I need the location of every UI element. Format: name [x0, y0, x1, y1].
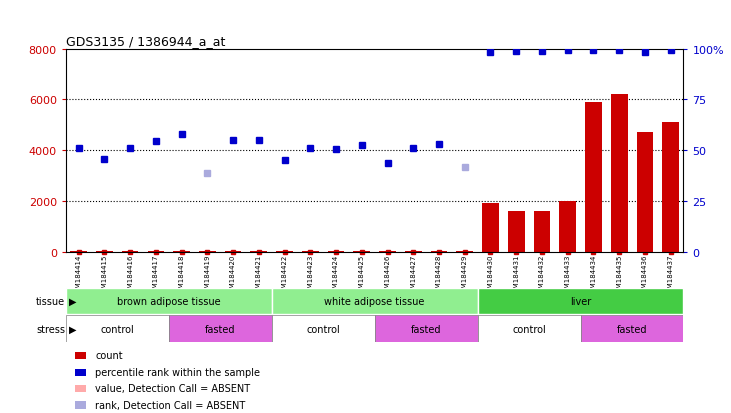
Text: fasted: fasted	[205, 324, 235, 334]
Bar	[96, 251, 113, 252]
Text: GSM184414: GSM184414	[76, 254, 82, 296]
Bar	[637, 133, 654, 252]
Text: GSM184420: GSM184420	[230, 254, 236, 296]
Text: GSM184437: GSM184437	[667, 254, 673, 296]
Text: count: count	[96, 351, 123, 361]
Text: GSM184436: GSM184436	[642, 254, 648, 296]
Text: control: control	[512, 324, 546, 334]
Bar	[534, 211, 550, 252]
Text: GSM184422: GSM184422	[281, 254, 287, 296]
Text: GSM184433: GSM184433	[564, 254, 571, 296]
Bar	[75, 352, 86, 359]
Text: GSM184434: GSM184434	[591, 254, 596, 296]
Text: stress: stress	[36, 324, 65, 334]
Bar	[379, 251, 396, 252]
Bar	[477, 316, 580, 342]
Bar	[580, 316, 683, 342]
Bar	[611, 95, 627, 252]
Text: percentile rank within the sample: percentile rank within the sample	[96, 367, 260, 377]
Text: GSM184432: GSM184432	[539, 254, 545, 296]
Text: GSM184416: GSM184416	[127, 254, 133, 296]
Text: GSM184429: GSM184429	[462, 254, 468, 296]
Text: value, Detection Call = ABSENT: value, Detection Call = ABSENT	[96, 383, 251, 393]
Text: GSM184418: GSM184418	[178, 254, 185, 296]
Bar	[224, 251, 241, 252]
Bar	[75, 401, 86, 409]
Bar	[353, 251, 370, 252]
Bar	[173, 251, 190, 252]
Text: tissue: tissue	[36, 296, 65, 306]
Text: GSM184424: GSM184424	[333, 254, 339, 296]
Bar	[70, 251, 87, 252]
Text: fasted: fasted	[617, 324, 647, 334]
Text: GSM184435: GSM184435	[616, 254, 622, 296]
Bar	[75, 385, 86, 392]
Bar	[482, 204, 499, 252]
Bar	[302, 251, 319, 252]
Bar	[148, 251, 164, 252]
Bar	[374, 316, 477, 342]
Bar	[477, 288, 683, 315]
Text: rank, Detection Call = ABSENT: rank, Detection Call = ABSENT	[96, 400, 246, 410]
Text: GDS3135 / 1386944_a_at: GDS3135 / 1386944_a_at	[66, 35, 225, 47]
Bar	[66, 316, 169, 342]
Bar	[327, 251, 344, 252]
Text: GSM184425: GSM184425	[359, 254, 365, 296]
Text: GSM184428: GSM184428	[436, 254, 442, 296]
Text: ▶: ▶	[69, 324, 77, 334]
Text: fasted: fasted	[411, 324, 442, 334]
Bar	[585, 103, 602, 252]
Text: GSM184430: GSM184430	[488, 254, 493, 296]
Bar	[199, 251, 216, 252]
Text: ▶: ▶	[69, 296, 77, 306]
Text: GSM184426: GSM184426	[385, 254, 390, 296]
Text: liver: liver	[570, 296, 591, 306]
Text: GSM184427: GSM184427	[410, 254, 416, 296]
Text: GSM184431: GSM184431	[513, 254, 519, 296]
Bar	[276, 251, 293, 252]
Bar	[66, 288, 272, 315]
Bar	[272, 288, 477, 315]
Text: brown adipose tissue: brown adipose tissue	[117, 296, 221, 306]
Text: white adipose tissue: white adipose tissue	[325, 296, 425, 306]
Bar	[508, 211, 525, 252]
Bar	[431, 251, 447, 252]
Text: GSM184417: GSM184417	[153, 254, 159, 296]
Text: GSM184419: GSM184419	[205, 254, 211, 296]
Bar	[251, 251, 268, 252]
Bar	[272, 316, 374, 342]
Text: GSM184415: GSM184415	[102, 254, 107, 296]
Text: GSM184423: GSM184423	[307, 254, 314, 296]
Text: control: control	[100, 324, 135, 334]
Bar	[405, 251, 422, 252]
Text: control: control	[306, 324, 340, 334]
Bar	[122, 251, 138, 252]
Bar	[75, 369, 86, 376]
Bar	[662, 123, 679, 252]
Bar	[169, 316, 272, 342]
Bar	[559, 202, 576, 252]
Bar	[456, 251, 473, 252]
Text: GSM184421: GSM184421	[256, 254, 262, 296]
